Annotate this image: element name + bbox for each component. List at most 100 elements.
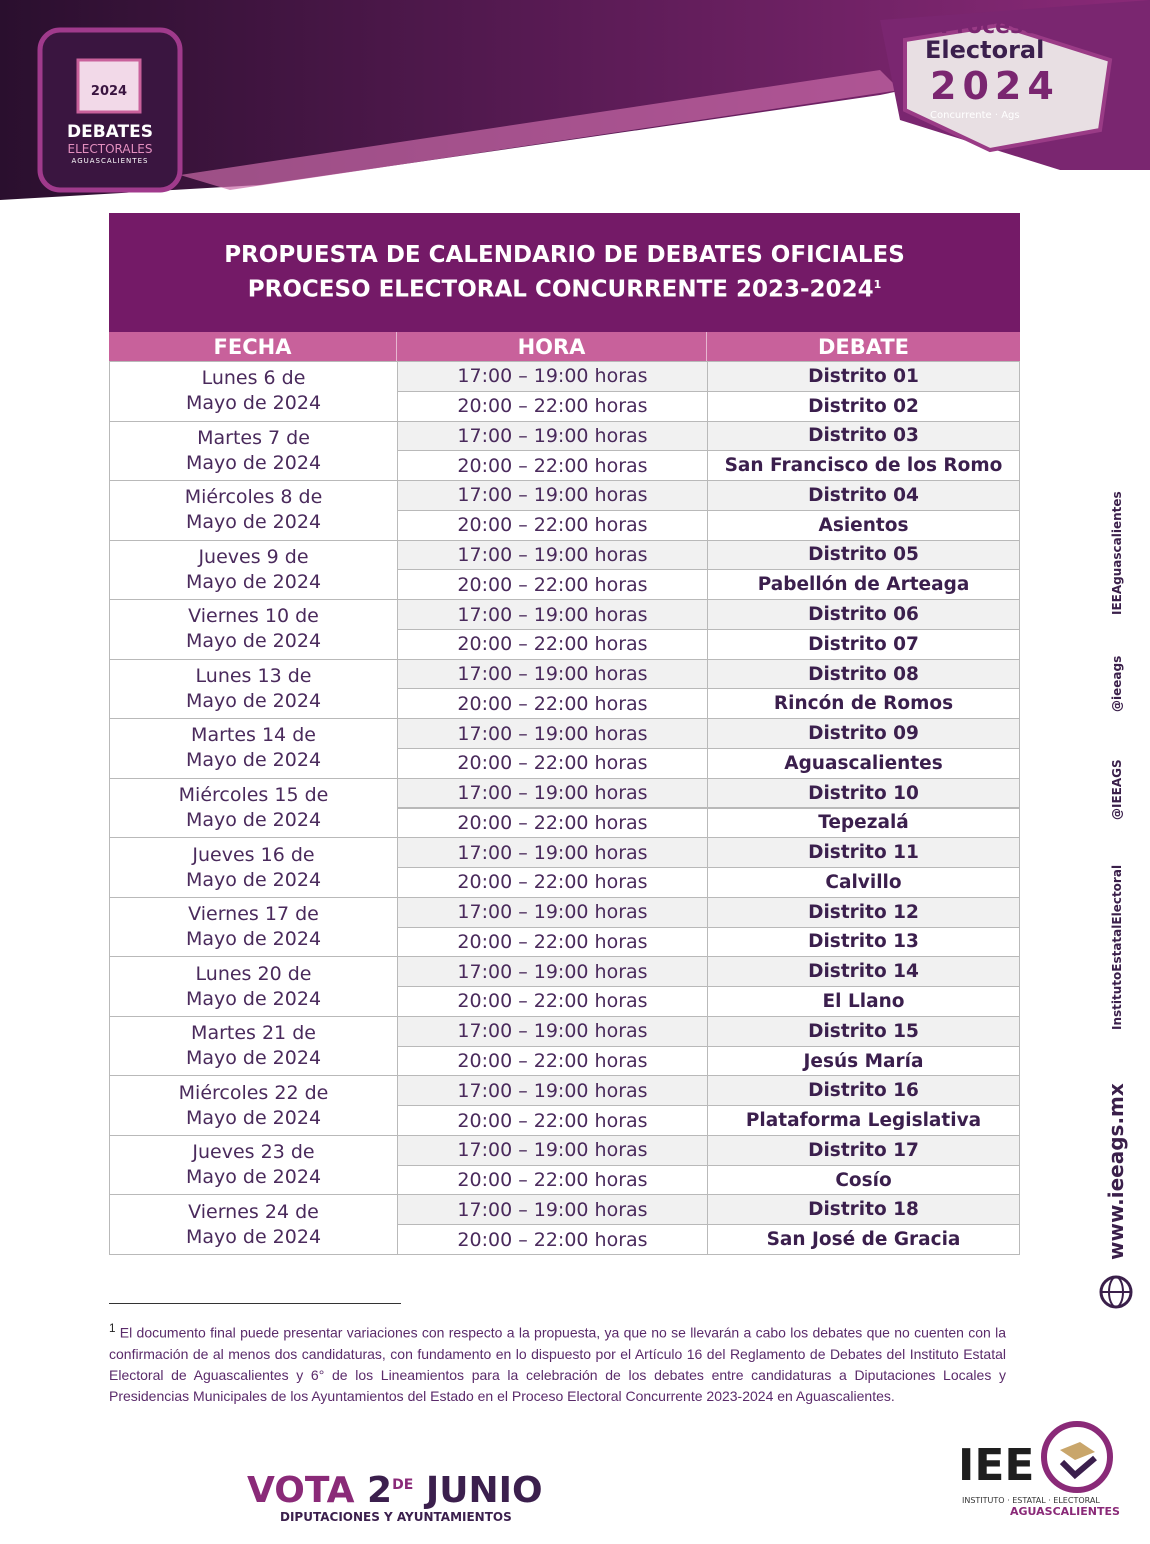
iee-emblem [1041, 1421, 1113, 1493]
footnote-text: El documento final puede presentar varia… [109, 1324, 1006, 1404]
time-cell: 20:00 – 22:00 horas [397, 926, 708, 958]
footnote: 1 El documento final puede presentar var… [109, 1318, 1006, 1407]
date-line: Lunes 13 de [195, 664, 312, 687]
date-cell: Martes 21 de Mayo de 2024 [109, 1015, 398, 1077]
date-line: Jueves 16 de [192, 843, 315, 866]
date-cell: Miércoles 8 de Mayo de 2024 [109, 480, 398, 541]
logo-subtitle: ELECTORALES [67, 142, 153, 156]
vote-day: 2 [367, 1470, 393, 1511]
time-cell: 20:00 – 22:00 horas [397, 1045, 708, 1077]
debate-cell: Calvillo [707, 867, 1020, 898]
time-cell: 17:00 – 19:00 horas [397, 837, 708, 869]
date-line: Viernes 24 de [188, 1200, 319, 1223]
website: www.ieeags.mx [1104, 1083, 1128, 1260]
time-cell: 17:00 – 19:00 horas [397, 658, 708, 690]
debate-cell: Distrito 03 [707, 420, 1020, 452]
debate-cell: Distrito 05 [707, 539, 1020, 571]
debate-cell: Distrito 15 [707, 1015, 1020, 1047]
column-header: DEBATE [707, 332, 1020, 361]
iee-place: AGUASCALIENTES [1010, 1505, 1120, 1518]
date-line: Mayo de 2024 [185, 570, 322, 593]
debate-cell: Plataforma Legislativa [707, 1105, 1020, 1136]
date-line: Mayo de 2024 [185, 1106, 322, 1129]
date-line: Mayo de 2024 [185, 451, 322, 474]
time-cell: 20:00 – 22:00 horas [397, 867, 708, 898]
time-cell: 20:00 – 22:00 horas [397, 688, 708, 720]
debate-cell: Distrito 04 [707, 480, 1020, 511]
time-cell: 17:00 – 19:00 horas [397, 1015, 708, 1047]
debate-cell: Distrito 14 [707, 956, 1020, 988]
date-line: Mayo de 2024 [185, 1225, 322, 1248]
date-line: Mayo de 2024 [185, 928, 322, 951]
debate-cell: Tepezalá [707, 807, 1020, 839]
time-cell: 17:00 – 19:00 horas [397, 1134, 708, 1166]
debate-cell: Rincón de Romos [707, 688, 1020, 720]
date-line: Jueves 9 de [198, 545, 309, 568]
debate-cell: San Francisco de los Romo [707, 450, 1020, 482]
time-cell: 17:00 – 19:00 horas [397, 1075, 708, 1107]
date-line: Martes 21 de [191, 1022, 316, 1045]
globe-icon [1099, 1275, 1133, 1309]
date-line: Mayo de 2024 [185, 808, 322, 831]
time-cell: 20:00 – 22:00 horas [397, 628, 708, 660]
vote-banner: VOTA 2DE JUNIO [247, 1470, 543, 1511]
time-cell: 20:00 – 22:00 horas [397, 747, 708, 779]
debate-cell: Distrito 11 [707, 837, 1020, 869]
time-cell: 17:00 – 19:00 horas [397, 361, 708, 392]
date-cell: Viernes 10 de Mayo de 2024 [109, 599, 398, 660]
date-line: Mayo de 2024 [185, 749, 322, 772]
time-cell: 20:00 – 22:00 horas [397, 450, 708, 482]
date-cell: Martes 14 de Mayo de 2024 [109, 718, 398, 779]
date-line: Mayo de 2024 [185, 1047, 322, 1070]
time-cell: 20:00 – 22:00 horas [397, 509, 708, 541]
date-cell: Jueves 9 de Mayo de 2024 [109, 539, 398, 601]
debate-cell: San José de Gracia [707, 1224, 1020, 1255]
time-cell: 20:00 – 22:00 horas [397, 807, 708, 839]
time-cell: 17:00 – 19:00 horas [397, 599, 708, 630]
time-cell: 17:00 – 19:00 horas [397, 777, 708, 809]
time-cell: 17:00 – 19:00 horas [397, 956, 708, 988]
header-decoration [0, 0, 1150, 200]
date-line: Miércoles 22 de [178, 1081, 329, 1104]
date-line: Jueves 23 de [192, 1141, 315, 1164]
vote-sub: DIPUTACIONES Y AYUNTAMIENTOS [280, 1510, 512, 1524]
time-cell: 20:00 – 22:00 horas [397, 1105, 708, 1136]
time-cell: 17:00 – 19:00 horas [397, 480, 708, 511]
logo-title: DEBATES [67, 122, 153, 142]
debate-cell: Cosío [707, 1164, 1020, 1196]
debate-cell: Distrito 06 [707, 599, 1020, 630]
date-cell: Jueves 23 de Mayo de 2024 [109, 1134, 398, 1196]
date-line: Viernes 17 de [188, 903, 319, 926]
footnote-rule [109, 1303, 401, 1304]
date-line: Mayo de 2024 [185, 392, 322, 415]
date-line: Mayo de 2024 [185, 511, 322, 534]
date-line: Martes 7 de [197, 426, 310, 449]
time-cell: 17:00 – 19:00 horas [397, 1194, 708, 1226]
date-line: Miércoles 15 de [178, 783, 329, 806]
debate-cell: Jesús María [707, 1045, 1020, 1077]
time-cell: 20:00 – 22:00 horas [397, 390, 708, 422]
date-cell: Lunes 6 de Mayo de 2024 [109, 361, 398, 422]
debate-cell: Aguascalientes [707, 747, 1020, 779]
date-cell: Viernes 17 de Mayo de 2024 [109, 896, 398, 958]
date-line: Miércoles 8 de [184, 486, 323, 509]
title-note: 1 [873, 278, 882, 292]
logo-line: Electoral [925, 36, 1045, 64]
social-handle: IEEAguascalientes [1110, 491, 1124, 615]
iee-acronym: IEE [958, 1440, 1035, 1491]
debate-cell: Distrito 10 [707, 777, 1020, 809]
debate-cell: Distrito 09 [707, 718, 1020, 749]
date-line: Viernes 10 de [188, 605, 319, 628]
title-line: PROPUESTA DE CALENDARIO DE DEBATES OFICI… [224, 242, 905, 269]
logo-year: 2024 [930, 64, 1060, 108]
time-cell: 17:00 – 19:00 horas [397, 420, 708, 452]
social-handle: @IEEAGS [1110, 759, 1124, 820]
footnote-marker: 1 [109, 1322, 116, 1335]
date-line: Mayo de 2024 [185, 689, 322, 712]
title-line: PROCESO ELECTORAL CONCURRENTE 2023-20241 [248, 270, 881, 305]
time-cell: 20:00 – 22:00 horas [397, 986, 708, 1017]
date-cell: Lunes 20 de Mayo de 2024 [109, 956, 398, 1017]
time-cell: 17:00 – 19:00 horas [397, 539, 708, 571]
vote-de: DE [392, 1477, 414, 1493]
